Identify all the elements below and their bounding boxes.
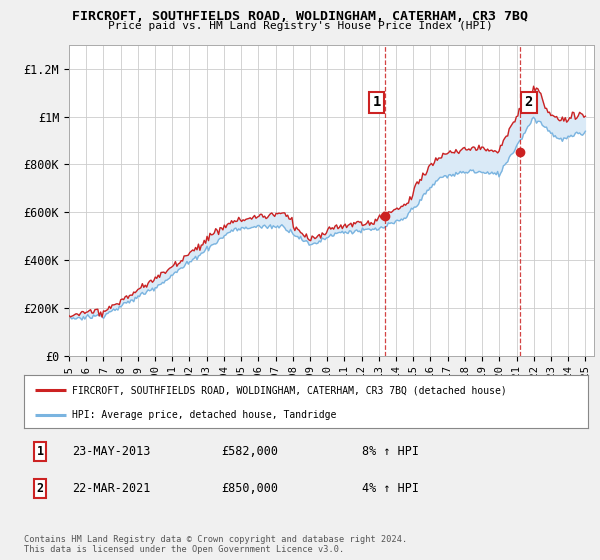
Text: FIRCROFT, SOUTHFIELDS ROAD, WOLDINGHAM, CATERHAM, CR3 7BQ: FIRCROFT, SOUTHFIELDS ROAD, WOLDINGHAM, …: [72, 10, 528, 22]
Text: Price paid vs. HM Land Registry's House Price Index (HPI): Price paid vs. HM Land Registry's House …: [107, 21, 493, 31]
Text: Contains HM Land Registry data © Crown copyright and database right 2024.
This d: Contains HM Land Registry data © Crown c…: [24, 535, 407, 554]
Text: FIRCROFT, SOUTHFIELDS ROAD, WOLDINGHAM, CATERHAM, CR3 7BQ (detached house): FIRCROFT, SOUTHFIELDS ROAD, WOLDINGHAM, …: [72, 385, 506, 395]
Text: £582,000: £582,000: [221, 445, 278, 458]
Text: 2: 2: [525, 95, 533, 109]
Text: 22-MAR-2021: 22-MAR-2021: [72, 482, 151, 495]
Text: £850,000: £850,000: [221, 482, 278, 495]
Text: 2: 2: [37, 482, 44, 495]
Text: 4% ↑ HPI: 4% ↑ HPI: [362, 482, 419, 495]
Text: 1: 1: [37, 445, 44, 458]
Text: 1: 1: [373, 95, 381, 109]
Text: 8% ↑ HPI: 8% ↑ HPI: [362, 445, 419, 458]
Text: HPI: Average price, detached house, Tandridge: HPI: Average price, detached house, Tand…: [72, 410, 337, 420]
Text: 23-MAY-2013: 23-MAY-2013: [72, 445, 151, 458]
